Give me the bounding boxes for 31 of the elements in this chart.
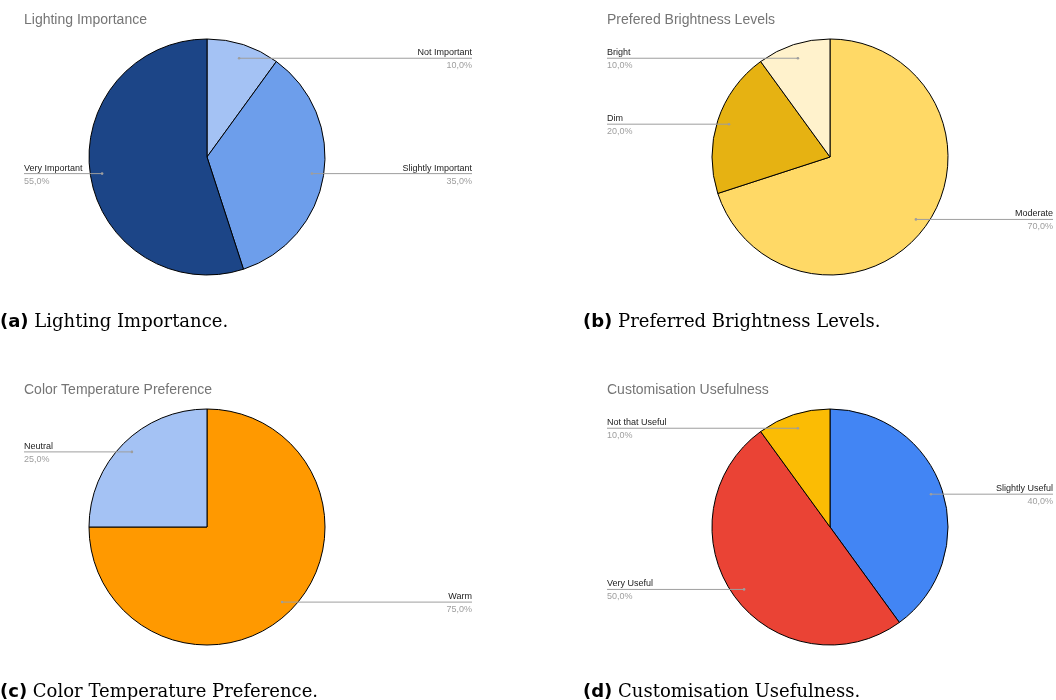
chart-title: Lighting Importance [24,11,148,27]
slice-label: Slightly Useful [995,483,1053,494]
data-label: 70,0% [1027,221,1053,232]
slice-label: Very Useful [607,578,654,589]
chart-title: Prefered Brightness Levels [607,11,776,27]
slice-label: Not that Useful [607,417,667,428]
data-label: 20,0% [607,126,633,137]
data-label: 10,0% [607,430,633,441]
chart-title: Color Temperature Preference [24,381,213,397]
slice-label: Moderate [1014,208,1053,219]
slice-label: Not Important [417,47,473,58]
data-label: 40,0% [1027,496,1053,507]
data-label: 25,0% [24,453,50,464]
chart-title: Customisation Usefulness [607,381,769,397]
slice-label: Bright [607,47,632,58]
data-label: 10,0% [446,60,472,71]
slice-label: Very Important [24,162,84,173]
data-label: 10,0% [607,60,633,71]
data-label: 35,0% [446,175,472,186]
pie-slice [88,408,326,646]
text: (a) Lighting Importance. [0,310,229,331]
data-label: 50,0% [607,591,633,602]
data-label: 75,0% [446,604,472,615]
text: (d) Customisation Usefulness. [583,680,861,700]
text: (c) Color Temperature Preference. [0,680,319,700]
data-label: 55,0% [24,175,50,186]
slice-label: Dim [607,113,623,124]
slice-label: Neutral [24,440,54,451]
slice-label: Slightly Important [402,162,473,173]
slice-label: Warm [448,591,472,602]
text: (b) Preferred Brightness Levels. [583,310,881,331]
